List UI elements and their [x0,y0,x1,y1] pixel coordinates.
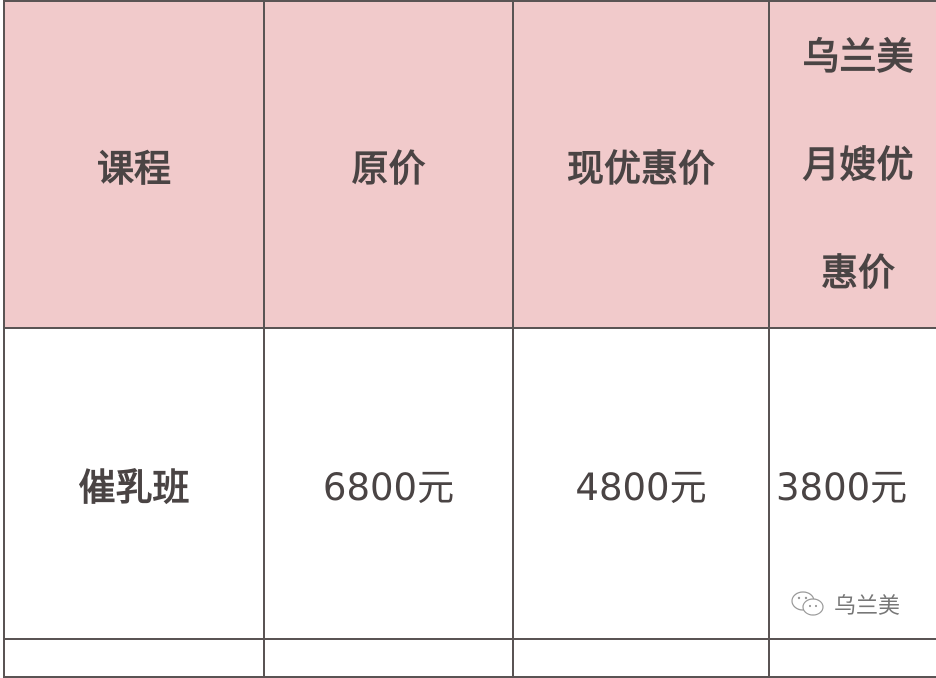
header-text-line: 乌兰美 [802,34,914,78]
wechat-icon [791,591,824,616]
cell-text: 6800元 [322,465,455,509]
cell-text: 3800元 [776,465,908,509]
table-cell [512,638,770,678]
watermark: 乌兰美 [790,588,900,620]
watermark-text: 乌兰美 [834,594,901,619]
table-cell [263,638,514,678]
header-current-price: 现优惠价 [512,0,770,329]
header-course: 课程 [3,0,265,329]
header-text-line: 月嫂优 [802,142,914,186]
member-price-cell: 3800元 [768,327,936,640]
original-price-cell: 6800元 [263,327,514,640]
current-price-cell: 4800元 [512,327,770,640]
header-member-price: 乌兰美 月嫂优 惠价 [768,0,936,329]
cell-text: 催乳班 [78,465,190,509]
course-name-cell: 催乳班 [3,327,265,640]
header-text-line: 惠价 [821,250,895,294]
header-text: 原价 [351,146,426,190]
cell-text: 4800元 [575,465,707,509]
header-text: 现优惠价 [567,146,715,190]
header-text: 课程 [97,146,171,190]
table-cell [3,638,265,678]
table-cell [768,638,936,678]
header-original-price: 原价 [263,0,514,329]
